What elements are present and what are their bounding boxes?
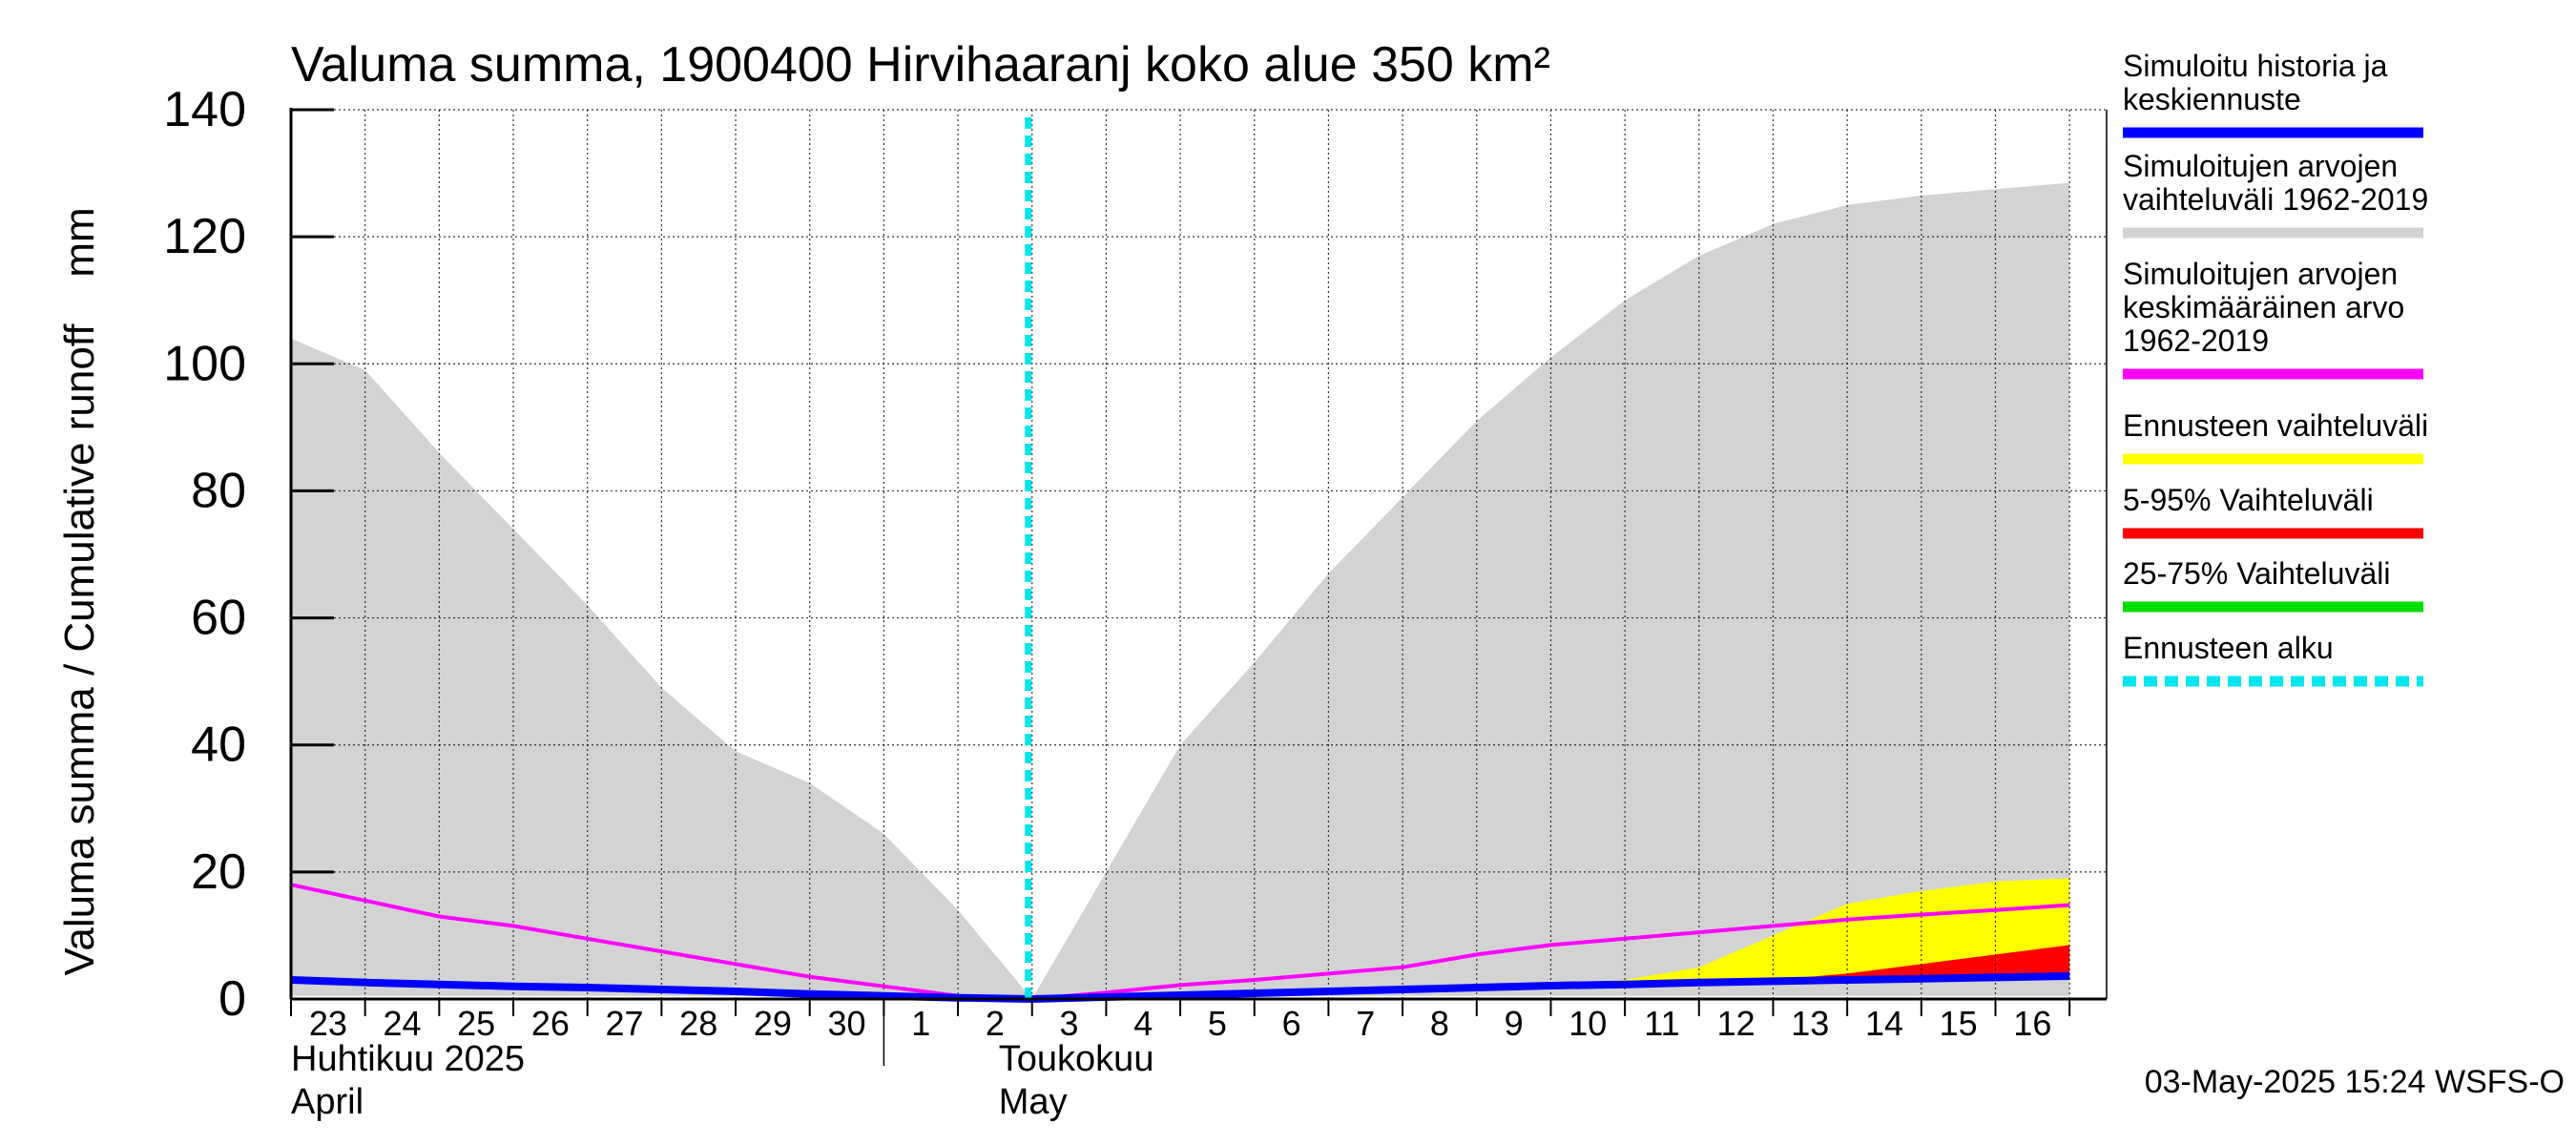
month-label-en: May	[999, 1082, 1068, 1122]
timestamp-footer: 03-May-2025 15:24 WSFS-O	[2145, 1064, 2565, 1100]
legend-label: Ennusteen alku	[2123, 631, 2334, 665]
y-tick-label: 60	[191, 591, 246, 646]
x-tick-label: 9	[1505, 1004, 1524, 1043]
x-tick-label: 13	[1791, 1004, 1829, 1043]
legend-label: Ennusteen vaihteluväli	[2123, 408, 2428, 443]
legend-item: Ennusteen alku	[2123, 631, 2423, 687]
x-tick-label: 23	[309, 1004, 347, 1043]
legend-item: Ennusteen vaihteluväli	[2123, 408, 2428, 465]
month-label: Huhtikuu 2025	[291, 1039, 525, 1079]
month-label: Toukokuu	[999, 1039, 1154, 1079]
x-tick-label: 30	[828, 1004, 866, 1043]
x-tick-label: 15	[1940, 1004, 1978, 1043]
legend-label: keskiennuste	[2123, 82, 2301, 116]
legend: Simuloitu historia jakeskiennusteSimuloi…	[2123, 49, 2428, 687]
grid	[291, 109, 2107, 999]
x-tick-label: 1	[911, 1004, 930, 1043]
y-tick-label: 0	[218, 971, 246, 1027]
y-axis-title: Valuma summa / Cumulative runoff mm	[56, 207, 103, 975]
x-tick-label: 8	[1430, 1004, 1449, 1043]
band-1	[1550, 878, 2070, 987]
legend-item: 5-95% Vaihteluväli	[2123, 483, 2423, 539]
legend-item: 25-75% Vaihteluväli	[2123, 556, 2423, 613]
legend-label: Simuloitujen arvojen	[2123, 149, 2398, 183]
x-tick-label: 7	[1356, 1004, 1375, 1043]
x-tick-label: 24	[383, 1004, 421, 1043]
x-tick-label: 12	[1717, 1004, 1755, 1043]
x-tick-label: 5	[1208, 1004, 1227, 1043]
legend-label: 25-75% Vaihteluväli	[2123, 556, 2390, 591]
x-tick-label: 14	[1865, 1004, 1903, 1043]
x-tick-label: 10	[1568, 1004, 1607, 1043]
x-tick-label: 6	[1282, 1004, 1301, 1043]
chart-title: Valuma summa, 1900400 Hirvihaaranj koko …	[291, 37, 1550, 93]
legend-label: vaihteluväli 1962-2019	[2123, 182, 2428, 217]
x-tick-label: 29	[754, 1004, 792, 1043]
legend-label: 1962-2019	[2123, 323, 2269, 358]
mean-line	[290, 883, 2070, 1001]
x-tick-label: 25	[457, 1004, 495, 1043]
month-label-en: April	[291, 1082, 364, 1122]
x-tick-label: 26	[531, 1004, 570, 1043]
x-tick-label: 27	[606, 1004, 644, 1043]
legend-label: keskimääräinen arvo	[2123, 290, 2404, 324]
legend-label: 5-95% Vaihteluväli	[2123, 483, 2374, 517]
y-tick-label: 40	[191, 718, 246, 773]
y-tick-label: 140	[163, 82, 246, 137]
x-tick-label: 4	[1133, 1004, 1153, 1043]
y-tick-label: 120	[163, 209, 246, 264]
x-tick-label: 3	[1060, 1004, 1079, 1043]
x-tick-label: 11	[1644, 1004, 1679, 1043]
x-tick-label: 28	[679, 1004, 717, 1043]
y-tick-label: 20	[191, 844, 246, 900]
plot-area	[290, 109, 2107, 1003]
y-tick-label: 80	[191, 463, 246, 518]
legend-label: Simuloitujen arvojen	[2123, 257, 2398, 291]
x-tick-label: 2	[986, 1004, 1005, 1043]
legend-label: Simuloitu historia ja	[2123, 49, 2388, 83]
x-tick-label: 16	[2013, 1004, 2051, 1043]
y-tick-label: 100	[163, 336, 246, 391]
history-forecast-line	[290, 972, 2070, 1003]
